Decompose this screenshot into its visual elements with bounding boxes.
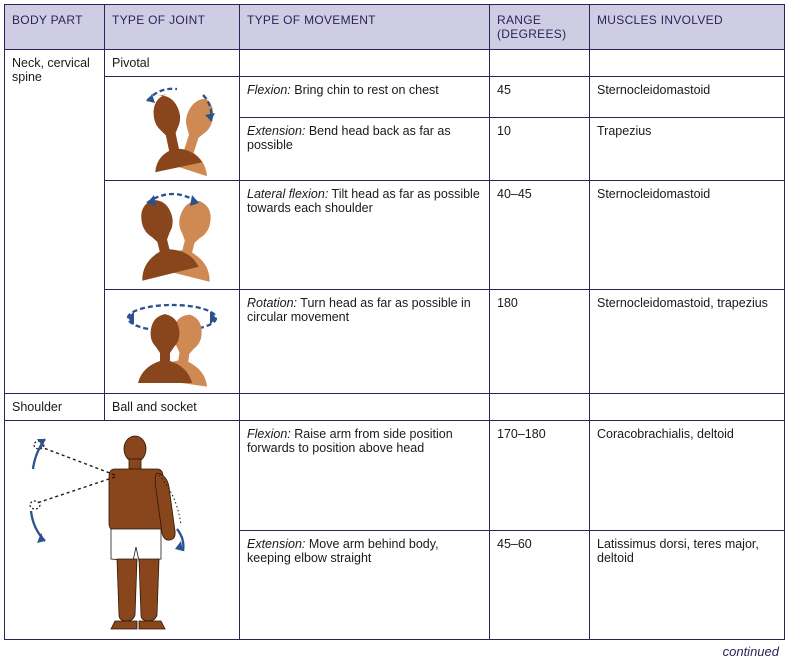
- muscles-cell: Coracobrachialis, deltoid: [590, 421, 785, 531]
- muscles-cell: Sternocleidomastoid: [590, 77, 785, 118]
- range-cell: 170–180: [490, 421, 590, 531]
- illustration-neck-rotation: [105, 290, 240, 394]
- term: Extension:: [247, 124, 305, 138]
- term: Extension:: [247, 537, 305, 551]
- empty: [490, 50, 590, 77]
- empty: [590, 50, 785, 77]
- col-joint: TYPE OF JOINT: [105, 5, 240, 50]
- body-part-cell: Shoulder: [5, 394, 105, 421]
- col-muscles: MUSCLES INVOLVED: [590, 5, 785, 50]
- illustration-neck-flex-ext: [105, 77, 240, 181]
- empty: [240, 394, 490, 421]
- range-cell: 180: [490, 290, 590, 394]
- joint-movement-table: BODY PART TYPE OF JOINT TYPE OF MOVEMENT…: [4, 4, 785, 640]
- muscles-cell: Trapezius: [590, 118, 785, 181]
- joint-cell: Ball and socket: [105, 394, 240, 421]
- desc: Bring chin to rest on chest: [291, 83, 439, 97]
- col-movement: TYPE OF MOVEMENT: [240, 5, 490, 50]
- empty: [240, 50, 490, 77]
- muscles-cell: Sternocleidomastoid: [590, 181, 785, 290]
- col-range: RANGE (DEGREES): [490, 5, 590, 50]
- empty: [590, 394, 785, 421]
- range-cell: 40–45: [490, 181, 590, 290]
- term: Flexion:: [247, 83, 291, 97]
- muscles-cell: Sternocleidomastoid, trapezius: [590, 290, 785, 394]
- body-part-cell: Neck, cervical spine: [5, 50, 105, 394]
- range-cell: 10: [490, 118, 590, 181]
- range-cell: 45–60: [490, 530, 590, 640]
- movement-cell: Extension: Bend head back as far as poss…: [240, 118, 490, 181]
- movement-cell: Lateral flexion: Tilt head as far as pos…: [240, 181, 490, 290]
- col-body-part: BODY PART: [5, 5, 105, 50]
- movement-cell: Flexion: Raise arm from side position fo…: [240, 421, 490, 531]
- empty: [490, 394, 590, 421]
- illustration-shoulder: [5, 421, 240, 640]
- term: Lateral flexion:: [247, 187, 328, 201]
- muscles-cell: Latissimus dorsi, teres major, deltoid: [590, 530, 785, 640]
- range-cell: 45: [490, 77, 590, 118]
- continued-label: continued: [4, 640, 785, 659]
- movement-cell: Extension: Move arm behind body, keeping…: [240, 530, 490, 640]
- illustration-neck-lateral: [105, 181, 240, 290]
- movement-cell: Flexion: Bring chin to rest on chest: [240, 77, 490, 118]
- term: Flexion:: [247, 427, 291, 441]
- term: Rotation:: [247, 296, 297, 310]
- movement-cell: Rotation: Turn head as far as possible i…: [240, 290, 490, 394]
- joint-cell: Pivotal: [105, 50, 240, 77]
